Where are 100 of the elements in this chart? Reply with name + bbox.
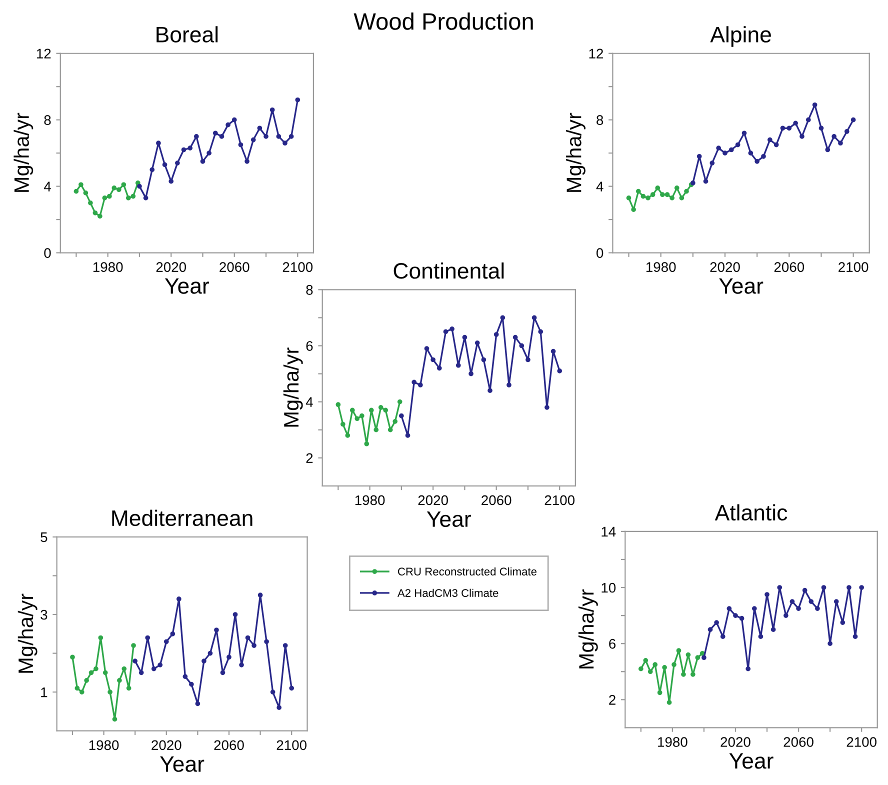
y-tick-label: 12	[36, 48, 51, 58]
point	[726, 606, 732, 611]
point	[557, 368, 562, 374]
point	[802, 588, 808, 593]
point	[474, 340, 480, 346]
x-tick-label: 2100	[544, 495, 575, 506]
chart-title: Atlantic	[714, 504, 788, 521]
point	[767, 137, 772, 142]
point	[720, 634, 726, 640]
point	[512, 334, 518, 340]
point	[131, 643, 136, 648]
point	[844, 129, 850, 134]
point	[519, 343, 524, 348]
y-tick-label: 10	[602, 582, 616, 593]
point	[238, 142, 244, 148]
x-tick-label: 2020	[152, 740, 182, 750]
point	[276, 705, 282, 710]
point	[728, 147, 734, 152]
point	[846, 585, 852, 590]
point	[488, 388, 492, 394]
point	[681, 672, 686, 677]
point	[182, 674, 188, 679]
x-axis-title: Year	[164, 278, 210, 294]
y-tick-label: 4	[596, 182, 604, 192]
point	[392, 419, 398, 424]
point	[354, 416, 360, 422]
x-tick-label: 2020	[156, 262, 186, 272]
point	[102, 196, 108, 200]
point	[774, 142, 779, 148]
point	[696, 154, 702, 159]
y-tick-label: 6	[306, 341, 313, 351]
point	[340, 422, 346, 427]
point	[388, 427, 393, 432]
point	[88, 200, 93, 206]
point	[852, 634, 858, 640]
point	[264, 639, 269, 644]
point	[368, 408, 374, 413]
point	[168, 178, 174, 184]
point	[806, 117, 811, 122]
point	[70, 654, 75, 660]
point	[143, 196, 148, 200]
point	[88, 670, 94, 676]
x-tick-label: 2100	[838, 262, 868, 272]
point	[815, 606, 820, 611]
point	[818, 126, 824, 131]
point	[662, 664, 667, 670]
point	[550, 348, 556, 354]
point	[195, 701, 200, 706]
point	[78, 182, 84, 188]
x-axis-title: Year	[729, 753, 774, 769]
y-tick-label: 0	[44, 248, 51, 258]
point	[643, 658, 648, 663]
point	[834, 599, 839, 604]
point	[859, 585, 864, 590]
point	[780, 126, 786, 131]
point	[650, 192, 656, 198]
point	[754, 158, 760, 164]
x-axis-title: Year	[426, 511, 471, 527]
legend-label: A2 HadCM3 Climate	[397, 588, 498, 597]
chart-title: Continental	[394, 262, 504, 279]
point	[655, 186, 660, 190]
point	[708, 627, 713, 632]
point	[132, 658, 138, 664]
point	[92, 210, 98, 216]
point	[526, 357, 530, 362]
point	[660, 192, 665, 198]
point	[538, 329, 544, 334]
point	[116, 187, 122, 192]
point	[126, 686, 132, 691]
x-tick-label: 1980	[658, 737, 688, 747]
point	[212, 130, 218, 136]
point	[468, 371, 474, 376]
point	[137, 184, 142, 189]
point	[808, 599, 814, 604]
point	[252, 643, 256, 648]
x-tick-label: 2060	[774, 262, 804, 272]
point	[126, 196, 131, 200]
point	[276, 134, 282, 139]
point	[350, 408, 355, 413]
point	[783, 613, 788, 618]
point	[145, 635, 150, 640]
point	[695, 655, 700, 660]
point	[383, 408, 388, 413]
point	[676, 648, 682, 654]
y-axis-title: Mg/ha/yr	[578, 589, 598, 668]
point	[703, 178, 708, 184]
point	[106, 194, 112, 199]
legend-label: CRU Reconstructed Climate	[398, 567, 536, 576]
point	[832, 134, 836, 139]
x-tick-label: 2100	[282, 262, 313, 272]
point	[270, 690, 276, 694]
point	[684, 188, 689, 194]
point	[108, 690, 112, 694]
point	[226, 122, 230, 128]
point	[219, 134, 224, 139]
point	[121, 182, 126, 188]
point	[226, 654, 232, 660]
point	[777, 585, 782, 590]
y-tick-label: 8	[44, 115, 51, 126]
x-axis-title: Year	[160, 756, 204, 772]
